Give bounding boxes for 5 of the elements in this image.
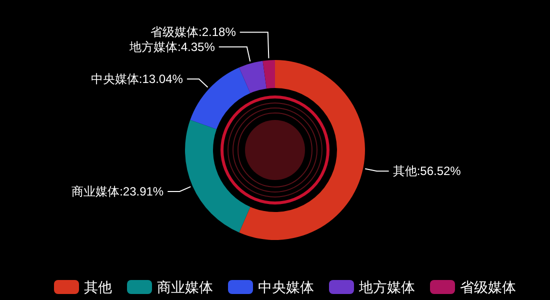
legend-label: 其他: [84, 279, 112, 295]
legend-label: 中央媒体: [258, 279, 314, 295]
legend-label: 地方媒体: [358, 279, 415, 295]
legend-label: 省级媒体: [460, 279, 516, 295]
legend-label: 商业媒体: [157, 279, 213, 295]
